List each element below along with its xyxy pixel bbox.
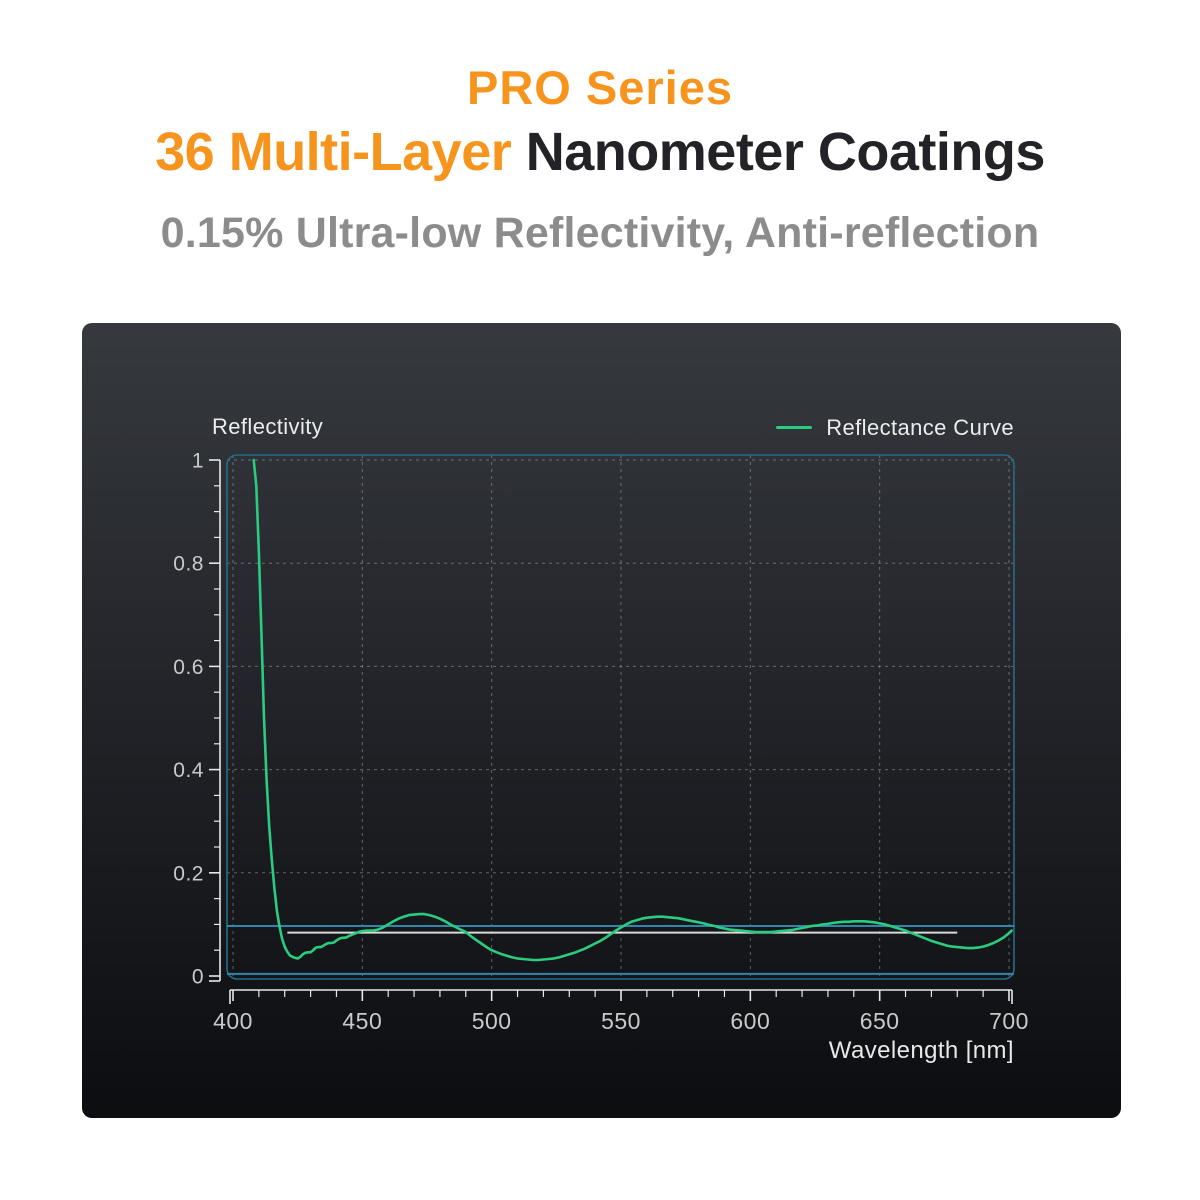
svg-text:700: 700 [989, 1008, 1029, 1034]
legend: Reflectance Curve [776, 414, 1014, 441]
svg-text:0: 0 [192, 966, 204, 989]
y-axis-title: Reflectivity [212, 414, 324, 439]
legend-label: Reflectance Curve [826, 414, 1014, 440]
svg-text:550: 550 [601, 1008, 641, 1034]
x-axis-title: Wavelength [nm] [828, 1037, 1014, 1064]
svg-text:0.8: 0.8 [173, 553, 204, 576]
svg-text:0.4: 0.4 [173, 759, 204, 782]
svg-text:500: 500 [472, 1008, 512, 1034]
title-line-1: PRO Series [466, 61, 734, 114]
svg-text:0.6: 0.6 [173, 656, 204, 679]
svg-text:0.2: 0.2 [173, 862, 204, 885]
reflectance-chart: 0 0.2 0.4 0.6 0.8 1 400 450 500 550 600 650 700 [173, 450, 1029, 1035]
title-line-2: 36 Multi-Layer Nanometer Coatings [0, 121, 1200, 183]
title-line2-rest: Nanometer Coatings [525, 122, 1046, 182]
chart-panel: 0 0.2 0.4 0.6 0.8 1 400 450 500 550 600 650 700 Refl… [82, 323, 1121, 1118]
svg-text:400: 400 [213, 1008, 253, 1034]
legend-line-swatch [776, 426, 813, 429]
svg-text:1: 1 [192, 450, 204, 473]
svg-text:450: 450 [342, 1008, 382, 1034]
title-line2-highlight: 36 Multi-Layer [155, 122, 512, 182]
svg-text:650: 650 [860, 1008, 900, 1034]
subtitle: 0.15% Ultra-low Reflectivity, Anti-refle… [160, 209, 1040, 257]
svg-text:600: 600 [730, 1008, 770, 1034]
